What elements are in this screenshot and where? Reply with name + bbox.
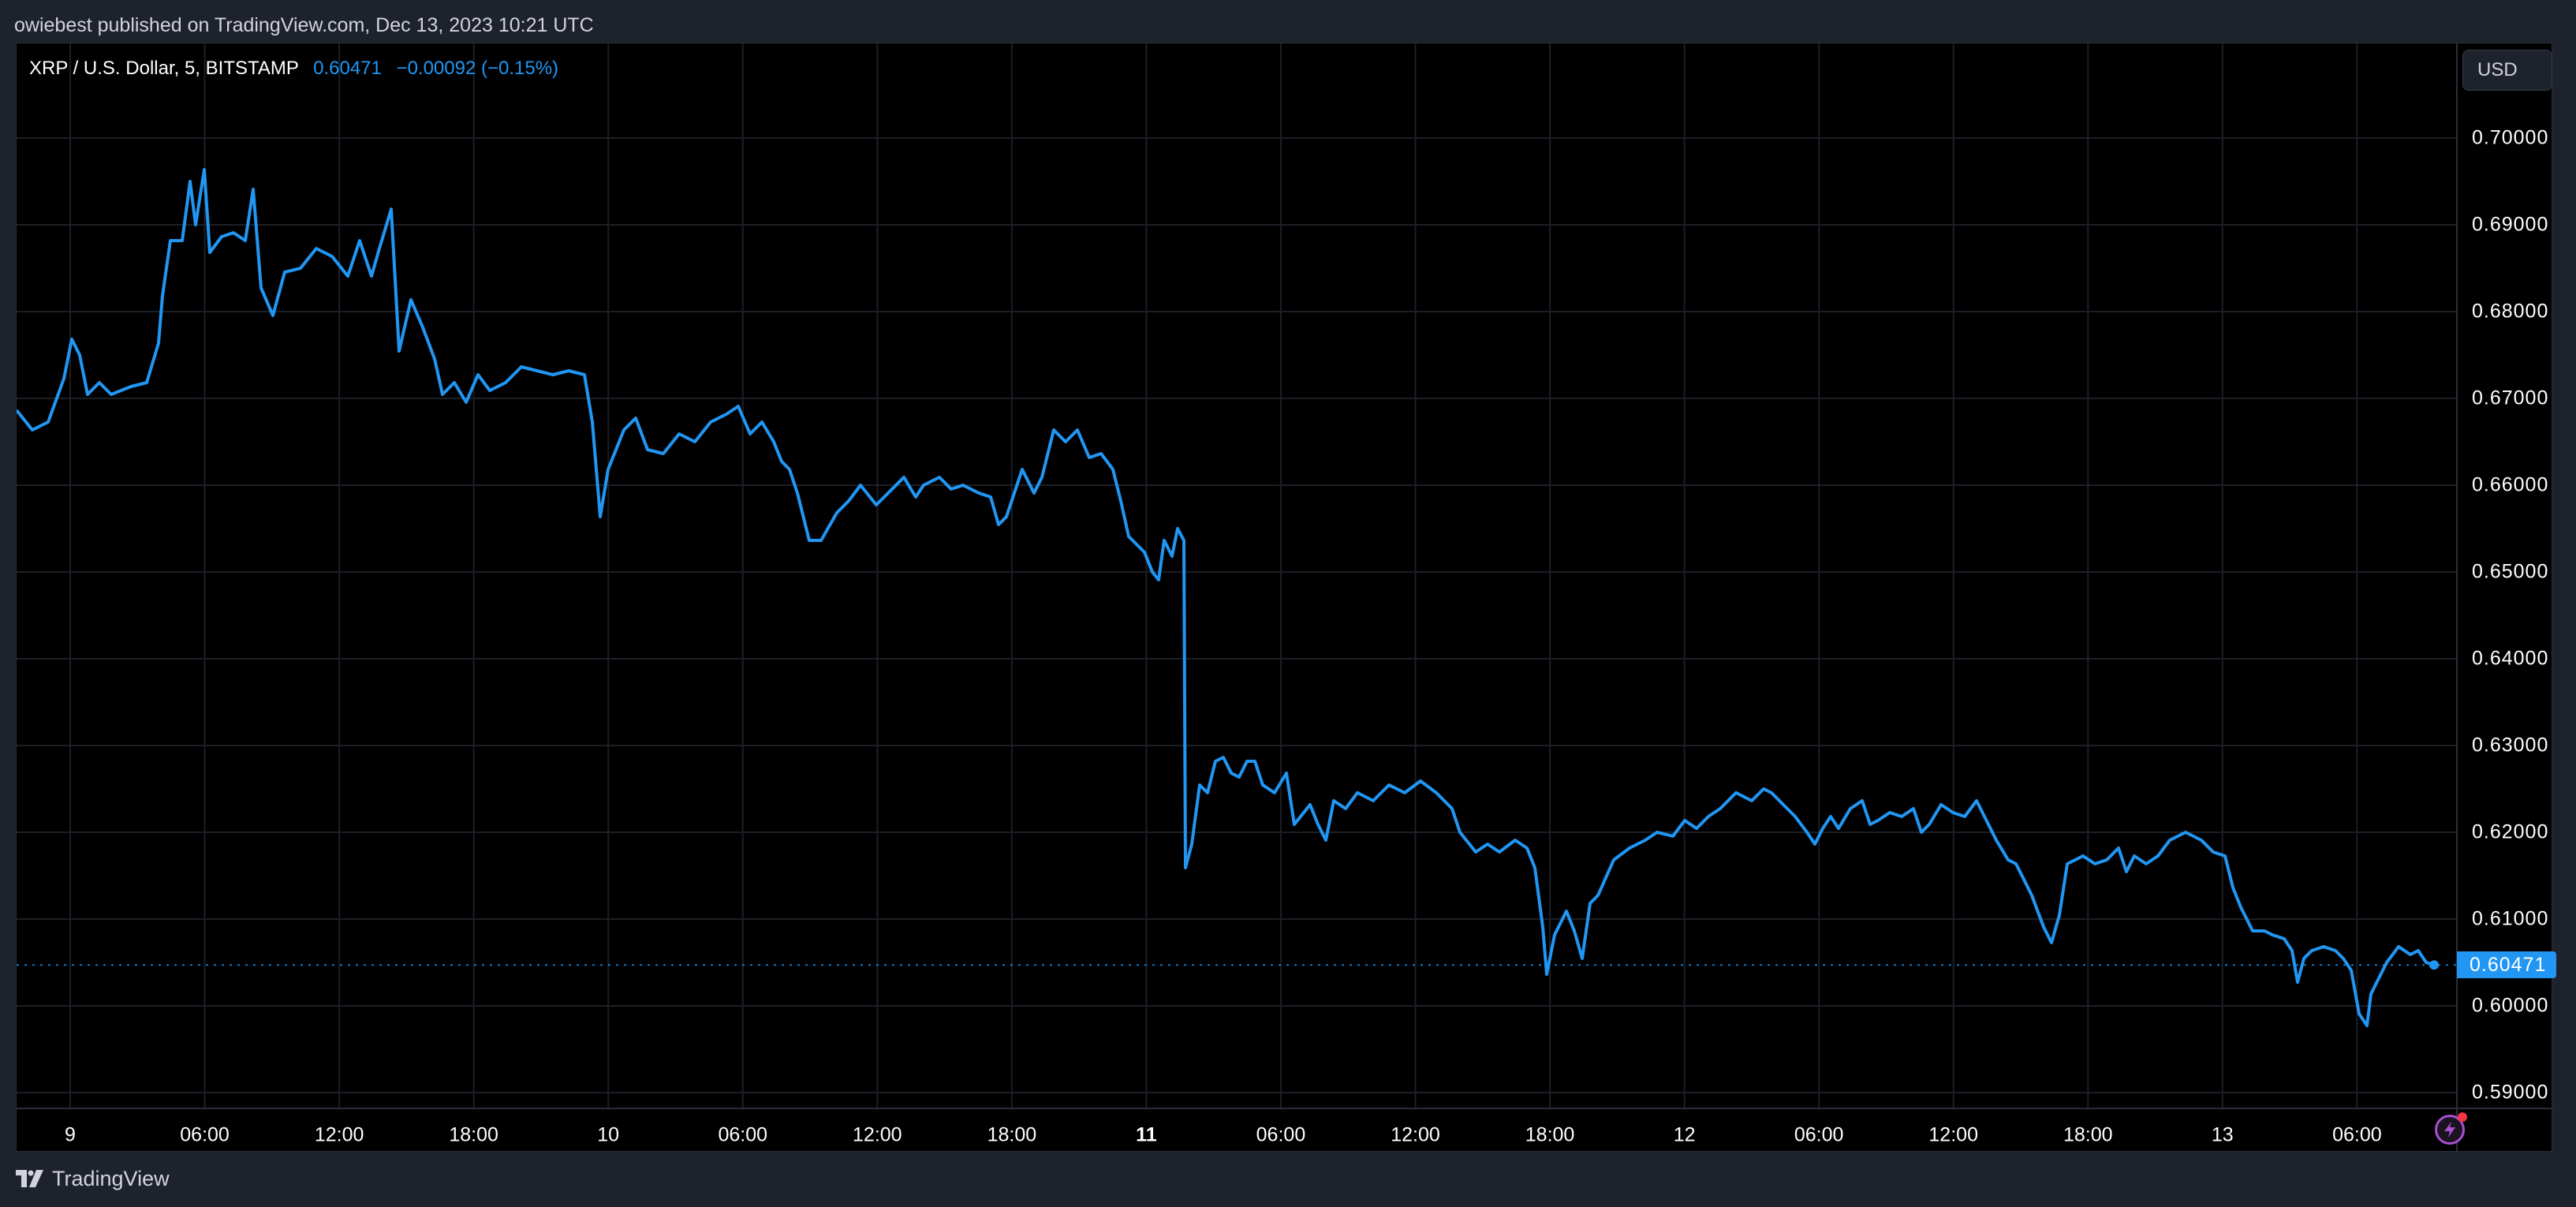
price-axis-label: 0.62000 [2472, 820, 2549, 843]
time-axis-label: 13 [2211, 1123, 2234, 1146]
price-axis-label: 0.67000 [2472, 387, 2549, 409]
price-axis-label: 0.66000 [2472, 473, 2549, 496]
time-axis-label: 12:00 [1928, 1123, 1978, 1146]
time-axis-label: 06:00 [2332, 1123, 2382, 1146]
last-price-tag: 0.60471 [2457, 951, 2556, 979]
time-axis-label: 18:00 [2063, 1123, 2113, 1146]
price-axis-label: 0.64000 [2472, 647, 2549, 670]
symbol-title[interactable]: XRP / U.S. Dollar, 5, BITSTAMP [29, 58, 299, 79]
publish-attribution: owiebest published on TradingView.com, D… [14, 14, 594, 36]
price-axis-label: 0.69000 [2472, 213, 2549, 236]
price-axis-label: 0.60000 [2472, 994, 2549, 1017]
lightning-bolt-icon [2444, 1122, 2455, 1138]
time-axis-label: 06:00 [1256, 1123, 1306, 1146]
price-chart-svg[interactable] [17, 43, 2553, 1153]
footer-brand-text: TradingView [52, 1166, 170, 1190]
currency-button[interactable]: USD [2462, 50, 2552, 91]
time-axis-label: 12:00 [853, 1123, 902, 1146]
time-axis-label: 11 [1136, 1123, 1157, 1146]
price-axis-label: 0.63000 [2472, 734, 2549, 757]
time-axis-label: 18:00 [449, 1123, 498, 1146]
price-axis-label: 0.61000 [2472, 907, 2549, 930]
alerts-bolt-button[interactable] [2435, 1112, 2467, 1145]
price-axis-label: 0.70000 [2472, 126, 2549, 149]
legend-last-price: 0.60471 [313, 58, 382, 79]
price-line [17, 168, 2435, 1027]
time-axis-label: 10 [597, 1123, 620, 1146]
symbol-legend: XRP / U.S. Dollar, 5, BITSTAMP 0.60471 −… [29, 58, 558, 80]
price-axis-label: 0.65000 [2472, 560, 2549, 583]
time-axis-label: 18:00 [1525, 1123, 1575, 1146]
time-axis-label: 06:00 [1794, 1123, 1844, 1146]
last-point-marker [2429, 960, 2439, 970]
time-axis-label: 12:00 [314, 1123, 364, 1146]
legend-change: −0.00092 (−0.15%) [396, 58, 559, 79]
tradingview-logo-icon [16, 1170, 43, 1187]
price-axis-label: 0.68000 [2472, 300, 2549, 323]
time-axis-label: 06:00 [180, 1123, 230, 1146]
chart-pane[interactable]: XRP / U.S. Dollar, 5, BITSTAMP 0.60471 −… [16, 43, 2556, 1153]
time-axis-label: 18:00 [987, 1123, 1037, 1146]
time-axis-label: 12 [1673, 1123, 1696, 1146]
time-axis-label: 12:00 [1391, 1123, 1440, 1146]
time-axis-label: 06:00 [718, 1123, 768, 1146]
tradingview-logo[interactable]: TradingView [16, 1164, 170, 1193]
time-axis-label: 9 [65, 1123, 76, 1146]
notification-dot [2458, 1112, 2467, 1122]
price-axis-label: 0.59000 [2472, 1081, 2549, 1104]
